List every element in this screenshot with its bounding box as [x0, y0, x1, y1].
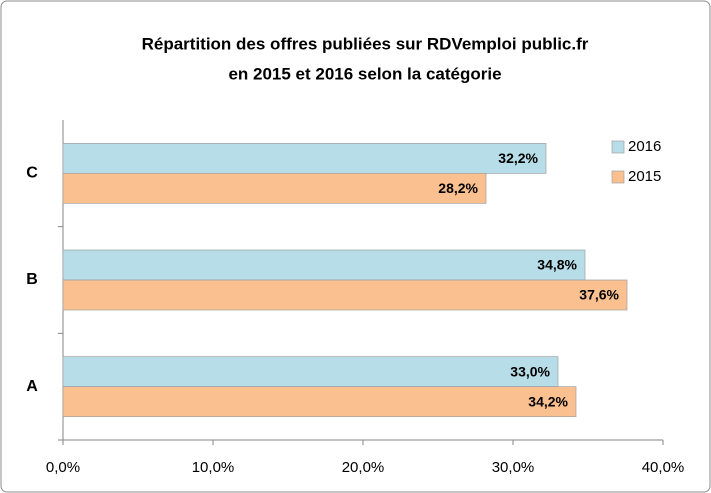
bar — [62, 356, 559, 388]
bar — [62, 142, 547, 174]
legend-label: 2015 — [628, 168, 661, 185]
bar — [62, 249, 586, 281]
value-label: 37,6% — [579, 287, 619, 303]
x-tick-label: 10,0% — [192, 459, 235, 476]
legend-swatch — [611, 140, 625, 154]
value-label: 34,8% — [537, 257, 577, 273]
value-label: 33,0% — [510, 363, 550, 379]
chart-title: en 2015 et 2016 selon la catégorie — [228, 64, 501, 83]
bar — [62, 386, 577, 418]
chart-title: Répartition des offres publiées sur RDVe… — [142, 34, 589, 53]
category-label: B — [26, 271, 38, 288]
legend-label: 2016 — [628, 138, 661, 155]
x-tick-label: 20,0% — [342, 459, 385, 476]
legend-swatch — [611, 170, 625, 184]
category-label: C — [26, 165, 38, 182]
x-tick-label: 0,0% — [46, 459, 80, 476]
value-label: 28,2% — [438, 180, 478, 196]
x-tick-label: 30,0% — [492, 459, 535, 476]
bar — [62, 172, 487, 204]
bar — [62, 279, 628, 311]
value-label: 34,2% — [528, 393, 568, 409]
category-label: A — [26, 378, 38, 395]
x-tick-label: 40,0% — [642, 459, 685, 476]
value-label: 32,2% — [498, 150, 538, 166]
